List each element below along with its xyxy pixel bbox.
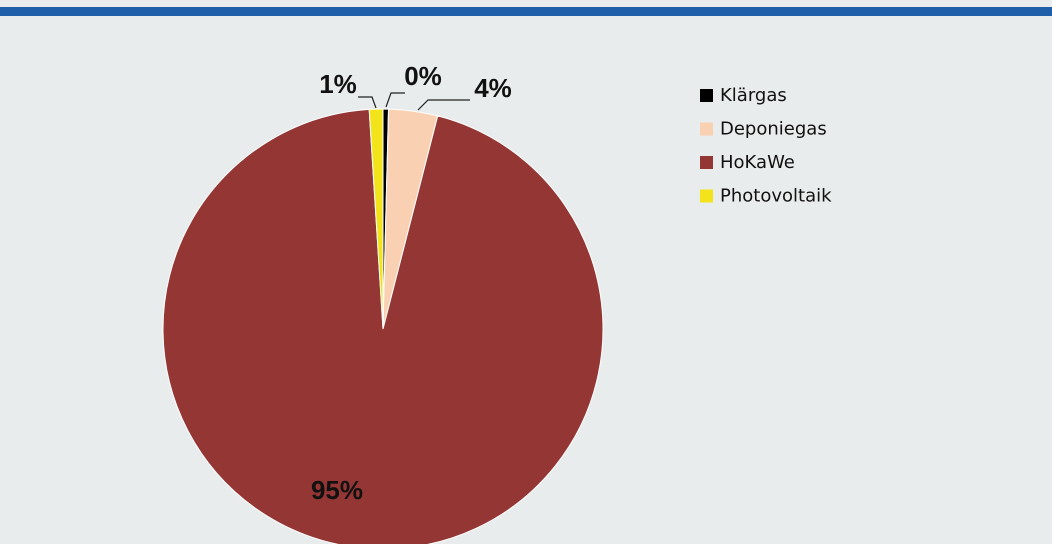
legend-label: HoKaWe bbox=[720, 152, 795, 173]
legend-swatch bbox=[700, 89, 713, 102]
pie-slice bbox=[162, 108, 604, 544]
legend-swatch bbox=[700, 122, 713, 136]
legend-swatch bbox=[700, 189, 713, 203]
data-label: 4% bbox=[474, 73, 512, 103]
legend-swatch bbox=[700, 156, 713, 169]
data-label: 1% bbox=[319, 69, 357, 99]
legend-label: Photovoltaik bbox=[720, 186, 832, 207]
header-bar bbox=[0, 7, 1052, 16]
leader-line bbox=[417, 99, 470, 111]
legend-label: Klärgas bbox=[720, 85, 787, 106]
data-label: 0% bbox=[404, 61, 442, 91]
data-label: 95% bbox=[311, 475, 363, 505]
legend-label: Deponiegas bbox=[720, 119, 827, 140]
leader-line bbox=[385, 92, 405, 108]
leader-line bbox=[358, 96, 377, 109]
pie-slice bbox=[368, 108, 384, 330]
